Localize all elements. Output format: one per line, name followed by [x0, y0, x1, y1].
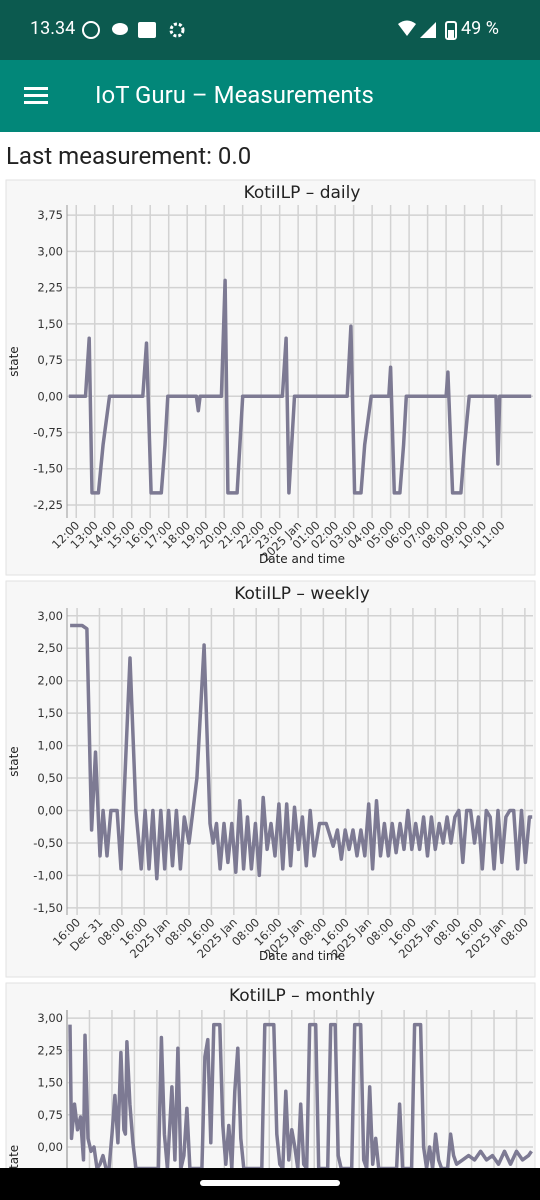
x-axis-label: Date and time	[259, 552, 345, 566]
x-axis-label: Date and time	[259, 949, 345, 963]
y-tick-label: 2,25	[37, 281, 63, 295]
y-tick-label: 0,75	[37, 1108, 63, 1122]
x-tick-label: 04:00	[345, 518, 378, 551]
x-tick-label: 2025 Jan	[463, 915, 509, 961]
y-tick-label: 1,00	[37, 739, 63, 753]
x-tick-label: 03:00	[326, 518, 359, 551]
x-tick-label: 11:00	[474, 518, 507, 551]
notification-icons	[82, 21, 185, 39]
y-tick-label: 0,00	[37, 1140, 63, 1154]
x-tick-label: 2025 Jan	[194, 915, 240, 961]
x-tick-label: 08:00	[296, 915, 329, 948]
x-tick-label: 15:00	[104, 518, 137, 551]
x-tick-label: 01:00	[289, 518, 322, 551]
y-tick-label: 2,25	[37, 1043, 63, 1057]
status-bar: 13.34 49 %	[0, 0, 540, 60]
chart-title: KotiILP – monthly	[229, 986, 375, 1006]
x-tick-label: 2025 Jan	[329, 915, 375, 961]
app-bar: IoT Guru – Measurements	[0, 60, 540, 132]
x-tick-label: 12:00	[49, 518, 82, 551]
x-tick-label: 17:00	[141, 518, 174, 551]
y-tick-label: -1,00	[33, 868, 63, 882]
x-tick-label: 10:00	[456, 518, 489, 551]
y-tick-label: 2,00	[37, 674, 63, 688]
y-tick-label: 0,00	[37, 389, 63, 403]
data-line	[68, 278, 532, 495]
y-tick-label: 3,75	[37, 208, 63, 222]
chart-title: KotiILP – weekly	[234, 584, 370, 604]
y-tick-label: -1,50	[33, 462, 63, 476]
x-tick-label: 08:00	[162, 915, 195, 948]
x-tick-label: 14:00	[86, 518, 119, 551]
x-tick-label: 07:00	[400, 518, 433, 551]
x-tick-label: 08:00	[419, 518, 452, 551]
x-tick-label: 05:00	[363, 518, 396, 551]
y-tick-label: 3,00	[37, 1011, 63, 1025]
x-tick-label: 2025 Jan	[261, 915, 307, 961]
y-tick-label: 3,00	[37, 609, 63, 623]
y-tick-label: -2,25	[33, 498, 63, 512]
x-tick-label: 19:00	[178, 518, 211, 551]
y-tick-label: 3,00	[37, 244, 63, 258]
x-tick-label: 20:00	[197, 518, 230, 551]
x-tick-label: 16:00	[453, 915, 486, 948]
navigation-bar	[0, 1168, 540, 1200]
clock: 13.34	[30, 18, 76, 39]
x-tick-label: Dec 31	[67, 915, 106, 954]
x-tick-label: 16:00	[386, 915, 419, 948]
x-tick-label: 13:00	[68, 518, 101, 551]
menu-button[interactable]	[24, 86, 50, 106]
chart-card	[5, 580, 536, 978]
x-tick-label: 2025 Jan	[127, 915, 173, 961]
data-line	[68, 1022, 533, 1171]
x-tick-label: 09:00	[437, 518, 470, 551]
app-title: IoT Guru – Measurements	[95, 81, 374, 109]
x-tick-label: 08:00	[229, 915, 262, 948]
x-tick-label: 08:00	[430, 915, 463, 948]
data-line	[70, 623, 533, 881]
y-tick-label: 0,75	[37, 353, 63, 367]
battery-level: 49 %	[461, 18, 499, 39]
x-tick-label: 2025 Jan	[259, 518, 305, 564]
y-tick-label: -0,50	[33, 836, 63, 850]
x-tick-label: 16:00	[319, 915, 352, 948]
y-tick-label: 0,50	[37, 771, 63, 785]
x-tick-label: 21:00	[215, 518, 248, 551]
y-tick-label: 2,50	[37, 641, 63, 655]
x-tick-label: 2025 Jan	[396, 915, 442, 961]
x-tick-label: 08:00	[498, 915, 531, 948]
home-handle[interactable]	[200, 1180, 340, 1186]
x-tick-label: 23:00	[252, 518, 285, 551]
y-tick-label: -1,50	[33, 901, 63, 915]
x-tick-label: 16:00	[184, 915, 217, 948]
y-tick-label: 1,50	[37, 706, 63, 720]
system-icons	[398, 20, 457, 40]
chart-title: KotiILP – daily	[244, 183, 361, 203]
x-tick-label: 06:00	[382, 518, 415, 551]
x-tick-label: 08:00	[363, 915, 396, 948]
last-measurement: Last measurement: 0.0	[6, 142, 252, 170]
x-tick-label: 16:00	[117, 915, 150, 948]
x-tick-label: 22:00	[234, 518, 267, 551]
x-tick-label: 08:00	[95, 915, 128, 948]
x-tick-label: 16:00	[50, 915, 83, 948]
chart-card	[5, 179, 536, 576]
y-axis-label: state	[7, 346, 21, 376]
y-tick-label: 0,00	[37, 804, 63, 818]
y-tick-label: 1,50	[37, 317, 63, 331]
y-tick-label: -0,75	[33, 426, 63, 440]
x-tick-label: 02:00	[308, 518, 341, 551]
x-tick-label: 18:00	[160, 518, 193, 551]
x-tick-label: 16:00	[123, 518, 156, 551]
y-tick-label: 1,50	[37, 1076, 63, 1090]
y-axis-label: state	[7, 746, 21, 776]
x-tick-label: 16:00	[251, 915, 284, 948]
